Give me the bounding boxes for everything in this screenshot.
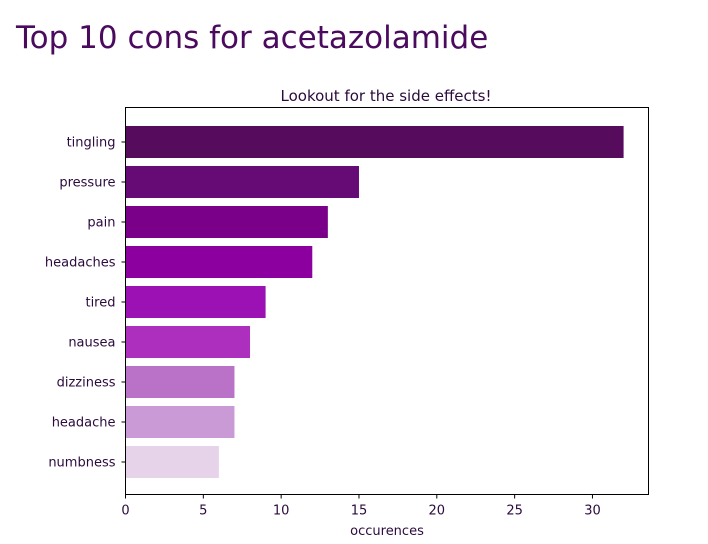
page-title: Top 10 cons for acetazolamide xyxy=(16,20,489,56)
bar-pain xyxy=(125,206,328,238)
x-tick-label: 30 xyxy=(584,504,601,519)
bar-numbness xyxy=(125,446,219,478)
x-tick-label: 5 xyxy=(199,504,207,519)
bar-headache xyxy=(125,406,235,438)
y-tick-label: headache xyxy=(52,416,116,431)
x-axis-label: occurences xyxy=(350,524,424,539)
y-tick-label: nausea xyxy=(68,336,115,351)
y-tick-label: headaches xyxy=(45,256,116,271)
bars-group xyxy=(125,126,624,478)
x-tick-label: 25 xyxy=(506,504,523,519)
bar-headaches xyxy=(125,246,313,278)
y-tick-label: tingling xyxy=(67,136,116,151)
bar-tired xyxy=(125,286,266,318)
y-tick-label: pressure xyxy=(59,176,115,191)
x-tick-label: 15 xyxy=(351,504,368,519)
y-axis-ticks: tingling pressure pain headaches tired nausea… xyxy=(45,136,126,471)
y-tick-label: tired xyxy=(85,296,115,311)
chart-title: Lookout for the side effects! xyxy=(281,87,492,105)
bar-pressure xyxy=(125,166,359,198)
x-tick-label: 10 xyxy=(273,504,290,519)
x-axis-ticks: 0 5 10 15 20 25 30 xyxy=(121,494,601,519)
bar-tingling xyxy=(125,126,624,158)
bar-dizziness xyxy=(125,366,235,398)
y-tick-label: dizziness xyxy=(57,376,116,391)
x-tick-label: 0 xyxy=(121,504,129,519)
x-tick-label: 20 xyxy=(429,504,446,519)
y-tick-label: numbness xyxy=(48,456,115,471)
bar-nausea xyxy=(125,326,251,358)
y-tick-label: pain xyxy=(87,216,115,231)
plot-frame xyxy=(125,107,649,495)
